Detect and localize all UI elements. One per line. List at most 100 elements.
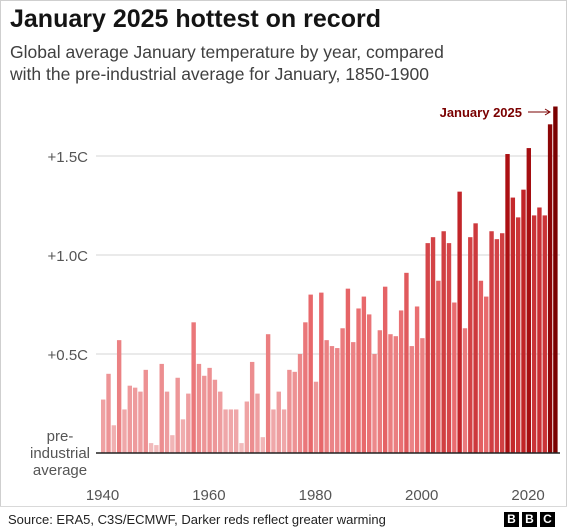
bar-1948	[143, 369, 148, 453]
bar-1950	[154, 445, 159, 453]
bar-1982	[324, 340, 329, 453]
bar-1946	[132, 387, 138, 453]
bar-1990	[367, 314, 372, 453]
bbc-logo: B B C	[504, 512, 555, 527]
bar-1997	[404, 272, 409, 453]
bar-2023	[542, 215, 547, 453]
bar-1995	[393, 336, 398, 453]
bar-1998	[409, 346, 414, 453]
bar-2000	[420, 338, 425, 453]
bar-1956	[186, 393, 191, 453]
bar-1970	[260, 437, 265, 453]
bar-2017	[510, 197, 516, 453]
bar-1951	[159, 363, 164, 453]
bar-2025	[553, 106, 558, 453]
bar-1978	[303, 322, 308, 453]
bar-2016	[505, 154, 510, 453]
bar-1986	[345, 288, 351, 453]
bar-1999	[414, 306, 420, 453]
baseline-label-line: industrial	[30, 445, 90, 462]
bar-2022	[537, 207, 542, 453]
bar-1977	[297, 354, 303, 453]
x-tick-label: 2020	[511, 487, 544, 504]
bar-2009	[468, 237, 473, 453]
bar-2018	[515, 217, 521, 453]
bar-1966	[239, 443, 244, 453]
bar-2011	[478, 280, 484, 453]
bar-1953	[170, 435, 175, 453]
bar-2008	[462, 328, 468, 453]
baseline-label-line: average	[33, 462, 87, 479]
bar-1957	[191, 322, 196, 453]
bar-1944	[122, 409, 127, 453]
bar-1993	[382, 286, 388, 453]
bar-1981	[319, 292, 324, 453]
subtitle-line-1: Global average January temperature by ye…	[10, 42, 444, 62]
bar-2021	[531, 215, 537, 453]
bbc-logo-letter-2: B	[522, 512, 537, 527]
x-tick-label: 1980	[299, 487, 332, 504]
bar-1988	[356, 308, 361, 453]
y-tick-label: +0.5C	[48, 347, 89, 364]
bar-1959	[202, 375, 207, 453]
chart-subtitle: Global average January temperature by ye…	[10, 41, 560, 85]
source-note: Source: ERA5, C3S/ECMWF, Darker reds ref…	[8, 512, 386, 527]
x-tick-label: 1960	[192, 487, 225, 504]
bar-1985	[340, 328, 345, 453]
subtitle-line-2: with the pre-industrial average for Janu…	[10, 64, 429, 84]
bar-2006	[452, 302, 457, 453]
bar-1974	[281, 409, 287, 453]
bar-1971	[265, 334, 271, 453]
annotation-label: January 2025	[440, 105, 522, 120]
bar-1945	[127, 385, 132, 453]
bar-1952	[164, 391, 170, 453]
bar-2007	[457, 191, 462, 453]
bar-2001	[425, 243, 430, 453]
bar-1994	[388, 334, 393, 453]
baseline-label-line: pre-	[47, 428, 74, 445]
bar-2013	[489, 231, 494, 453]
bar-1979	[308, 294, 313, 453]
bar-1980	[313, 381, 319, 453]
bar-1983	[329, 346, 335, 453]
bar-1961	[212, 379, 218, 453]
y-tick-label: +1.5C	[48, 149, 89, 166]
bar-2010	[473, 223, 478, 453]
bbc-logo-letter-3: C	[540, 512, 555, 527]
bar-2004	[441, 231, 446, 453]
bar-1972	[271, 409, 276, 453]
bar-2014	[494, 239, 500, 453]
bar-1965	[234, 409, 239, 453]
bar-1942	[111, 425, 117, 453]
bar-1989	[361, 296, 367, 453]
bar-1962	[218, 391, 223, 453]
bar-1955	[180, 419, 186, 453]
bar-1984	[335, 348, 340, 453]
footer: Source: ERA5, C3S/ECMWF, Darker reds ref…	[0, 506, 567, 531]
annotation-arrow-head	[544, 108, 551, 116]
bar-1976	[292, 371, 297, 453]
bar-2024	[547, 124, 553, 453]
bar-1947	[138, 391, 143, 453]
bbc-logo-letter-1: B	[504, 512, 519, 527]
chart-title: January 2025 hottest on record	[10, 5, 381, 33]
bar-2003	[436, 280, 441, 453]
bar-1963	[223, 409, 228, 453]
bar-1954	[175, 377, 180, 453]
bar-2020	[526, 148, 531, 453]
bar-1949	[148, 443, 154, 453]
bar-2005	[446, 243, 452, 453]
bar-1969	[255, 393, 260, 453]
bar-2012	[484, 296, 489, 453]
bar-1964	[228, 409, 234, 453]
bar-1940	[101, 399, 106, 453]
y-tick-label: +1.0C	[48, 248, 89, 265]
bar-2019	[521, 189, 526, 453]
bar-1987	[351, 342, 356, 453]
bar-1992	[377, 330, 383, 453]
bar-1975	[287, 369, 292, 453]
bar-2015	[500, 233, 505, 453]
bar-1958	[196, 363, 202, 453]
bar-1960	[207, 367, 212, 453]
